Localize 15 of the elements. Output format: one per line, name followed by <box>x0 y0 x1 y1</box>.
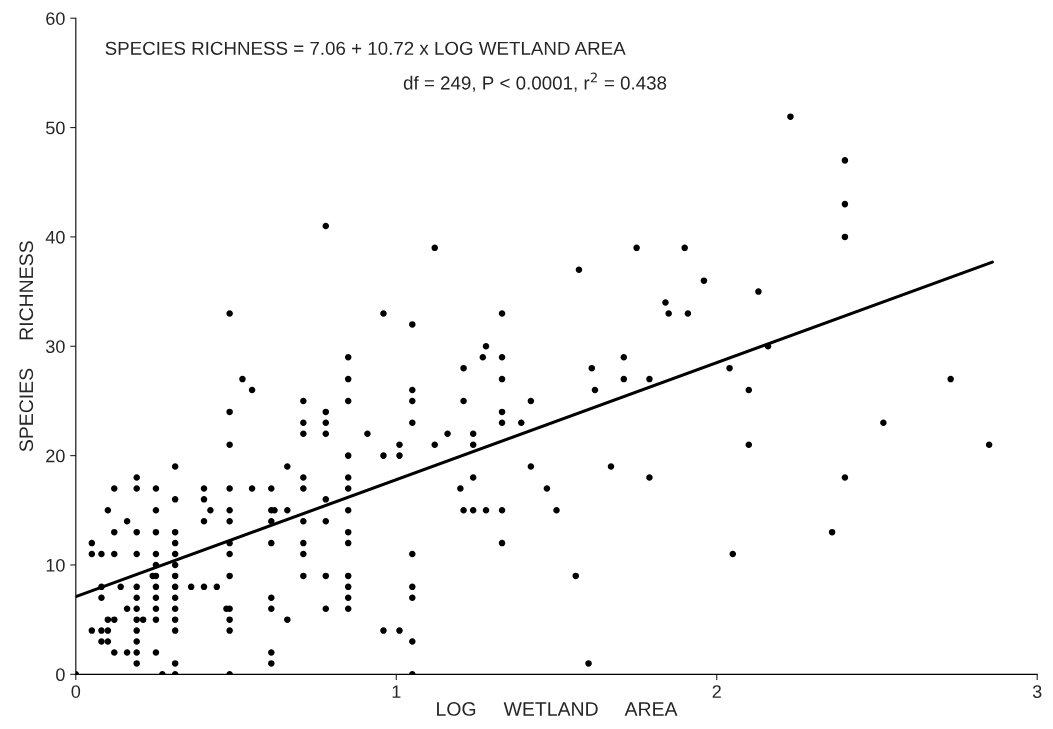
x-tick-label: 3 <box>1032 685 1042 698</box>
x-tick-label: 0 <box>71 685 81 698</box>
y-tick-label: 10 <box>46 558 65 572</box>
annotation: SPECIES RICHNESS = 7.06 + 10.72 x LOG WETLAND AREA <box>105 41 626 55</box>
y-tick-label: 60 <box>46 12 65 25</box>
y-tick-label: 0 <box>56 668 65 682</box>
y-tick-label: 40 <box>45 230 65 244</box>
y-tick-label: 20 <box>46 449 65 463</box>
annotation: df = 249, P < 0.0001, r$^{2}$ = 0.438 <box>403 72 667 92</box>
y-tick-label: 50 <box>46 121 65 135</box>
x-tick-label: 2 <box>712 685 721 698</box>
x-axis-title: LOG WETLAND AREA <box>437 702 678 716</box>
y-axis-title: SPECIES RICHNESS <box>19 241 34 452</box>
x-tick-label: 1 <box>392 685 401 698</box>
y-tick-label: 30 <box>46 340 65 353</box>
